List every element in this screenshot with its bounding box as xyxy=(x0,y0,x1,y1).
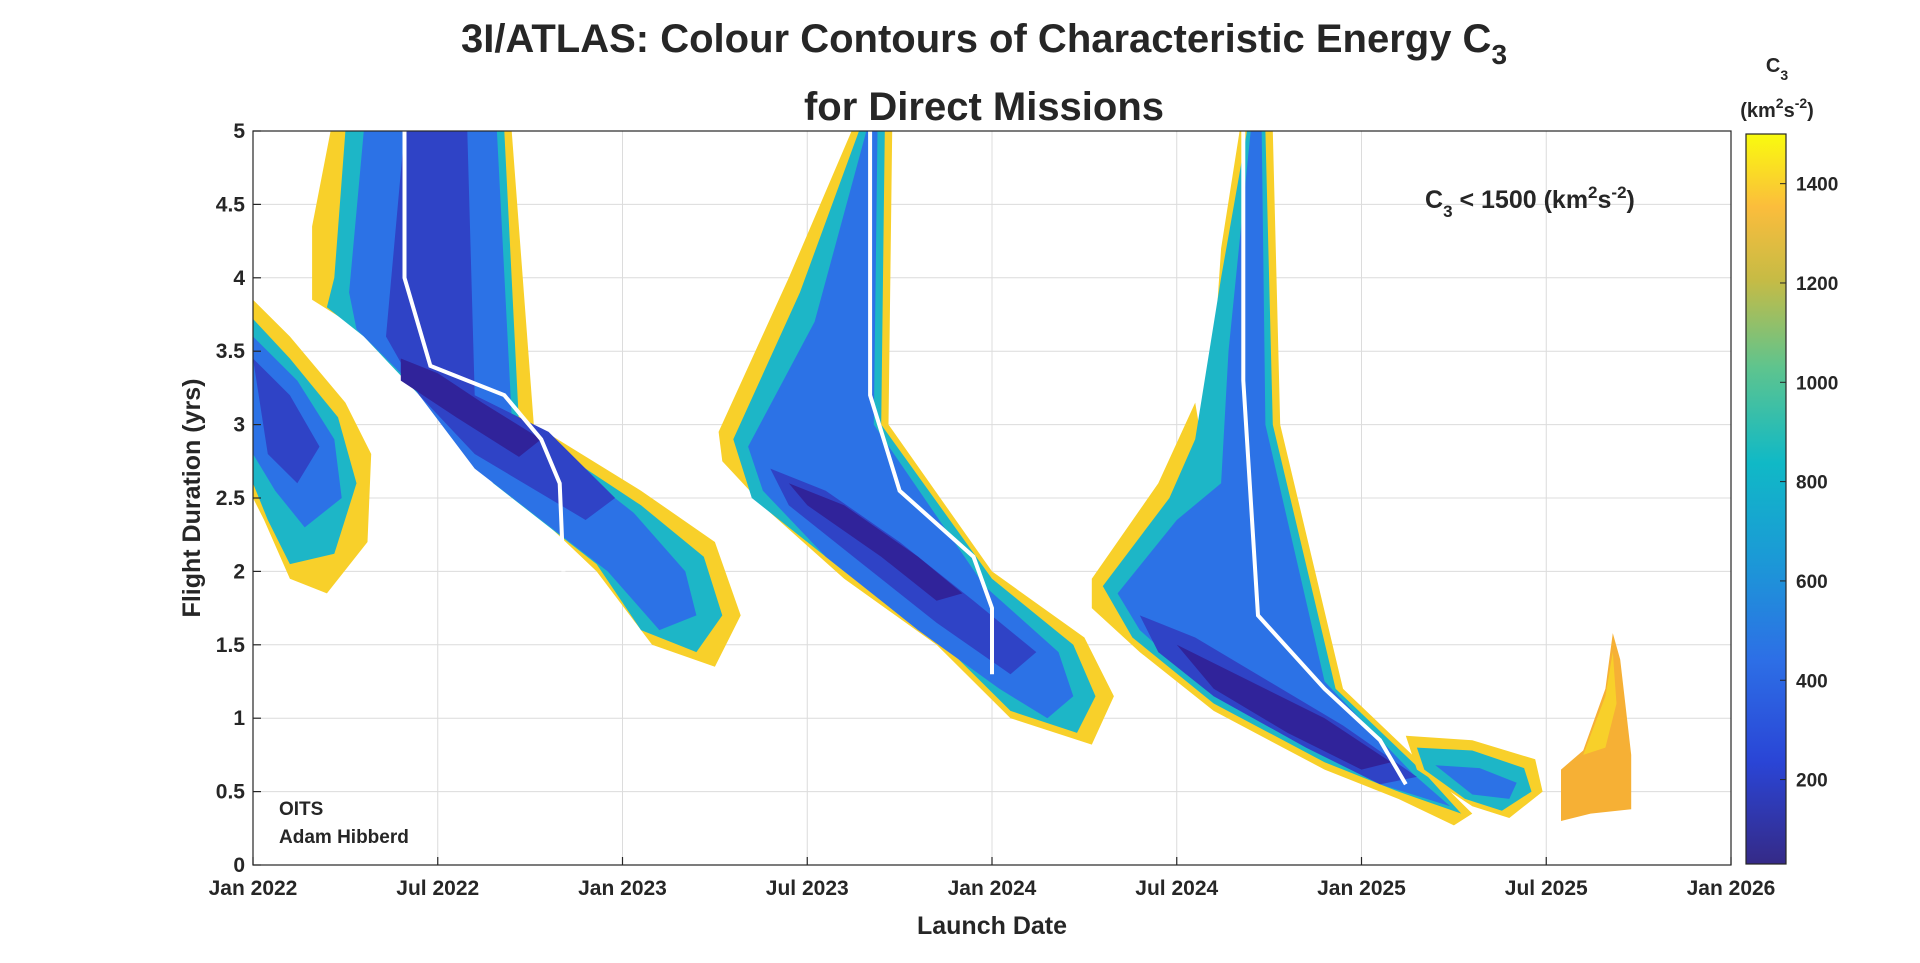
y-tick-label: 1 xyxy=(233,707,245,730)
chart-title-subscript: 3 xyxy=(1491,39,1507,70)
x-axis-label: Launch Date xyxy=(917,912,1067,940)
c3-contour-band xyxy=(1117,131,1451,807)
colorbar-tick-label: 1400 xyxy=(1796,175,1838,196)
chart-title-line2: for Direct Missions xyxy=(804,85,1164,129)
colorbar-tick-label: 400 xyxy=(1796,671,1828,692)
x-tick-label: Jul 2024 xyxy=(1135,877,1218,900)
colorbar-tick-label: 1200 xyxy=(1796,274,1838,295)
x-tick-label: Jan 2024 xyxy=(948,877,1037,900)
y-tick-label: 2 xyxy=(233,560,245,583)
colorbar-tick-label: 600 xyxy=(1796,572,1828,593)
y-tick-label: 4.5 xyxy=(216,193,246,216)
y-tick-label: 0 xyxy=(233,854,245,877)
y-tick-label: 0.5 xyxy=(216,781,246,804)
colorbar-scale xyxy=(1745,133,1787,865)
y-tick-label: 5 xyxy=(233,120,245,143)
colorbar-ticks: 200 400 600 800 1000 1200 1400 xyxy=(1780,175,1838,792)
x-tick-label: Jul 2023 xyxy=(766,877,849,900)
credit-author: Adam Hibberd xyxy=(279,827,409,848)
y-tick-label: 4 xyxy=(233,267,245,290)
c3-contour-band xyxy=(253,358,320,484)
y-axis-label: Flight Duration (yrs) xyxy=(178,379,206,618)
y-tick-label: 3 xyxy=(233,414,245,437)
c3-contour-band xyxy=(733,131,1096,733)
credit-oits: OITS xyxy=(279,799,323,820)
c3-contour-band xyxy=(1435,765,1517,799)
x-tick-label: Jan 2022 xyxy=(209,877,298,900)
colorbar-tick-label: 800 xyxy=(1796,473,1828,494)
c3-contour-band xyxy=(1583,652,1617,755)
y-axis-ticks: 0 0.5 1 1.5 2 2.5 3 3.5 4 4.5 5 xyxy=(216,120,261,877)
c3-contour-band xyxy=(400,358,542,457)
c3-contour-band xyxy=(788,483,963,601)
x-tick-label: Jan 2025 xyxy=(1317,877,1406,900)
colorbar-tick-label: 200 xyxy=(1796,771,1828,792)
c3-discontinuity xyxy=(402,131,566,572)
c3-contour-band xyxy=(1176,644,1392,770)
x-tick-label: Jan 2023 xyxy=(578,877,667,900)
c3-contour-regions xyxy=(253,131,1632,826)
x-tick-label: Jul 2022 xyxy=(396,877,479,900)
c3-contour-band xyxy=(386,131,616,520)
c3-discontinuity xyxy=(1241,131,1408,786)
x-tick-label: Jul 2025 xyxy=(1505,877,1588,900)
chart-title-line1: 3I/ATLAS: Colour Contours of Characteris… xyxy=(461,17,1507,70)
colorbar-tick-label: 1000 xyxy=(1796,373,1838,394)
y-tick-label: 2.5 xyxy=(216,487,246,510)
y-tick-label: 3.5 xyxy=(216,340,246,363)
colorbar-unit: (km2s-2) xyxy=(1740,95,1814,122)
colorbar-title: C3 xyxy=(1766,55,1788,83)
c3-discontinuity xyxy=(868,131,994,675)
x-tick-label: Jan 2026 xyxy=(1687,877,1776,900)
x-axis-ticks: Jan 2022 Jul 2022 Jan 2023 Jul 2023 Jan 2024… xyxy=(209,857,1776,900)
c3-contour-band xyxy=(748,131,1074,719)
y-tick-label: 1.5 xyxy=(216,634,246,657)
c3-limit-annotation: C3 < 1500 (km2s-2) xyxy=(1425,183,1635,221)
